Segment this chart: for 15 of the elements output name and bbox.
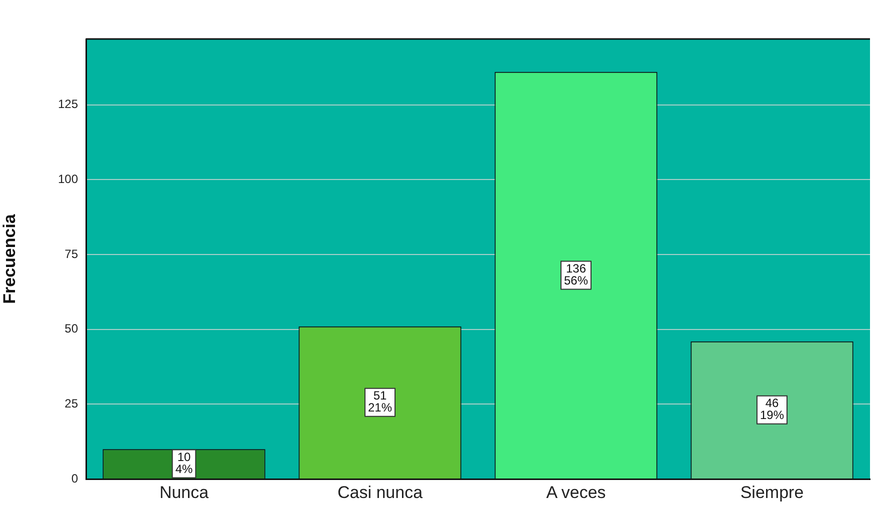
- y-tick-label: 75: [64, 246, 78, 261]
- y-tick-label: 0: [71, 471, 78, 486]
- x-tick-label: Casi nunca: [337, 482, 424, 502]
- x-tick-label: Siempre: [740, 482, 804, 502]
- data-label: 51 21%: [368, 388, 392, 415]
- y-tick-label: 25: [64, 396, 78, 410]
- x-tick-label: A veces: [546, 482, 606, 502]
- y-tick-label: 100: [58, 172, 78, 186]
- data-label: 46 19%: [760, 396, 784, 422]
- data-label: 10 4%: [175, 450, 193, 476]
- y-tick-label: 50: [64, 322, 78, 336]
- data-label: 136 56%: [564, 262, 588, 288]
- y-axis-title: Frecuencia: [0, 214, 19, 304]
- x-tick-label: Nunca: [159, 482, 210, 502]
- y-tick-label: 125: [58, 97, 78, 112]
